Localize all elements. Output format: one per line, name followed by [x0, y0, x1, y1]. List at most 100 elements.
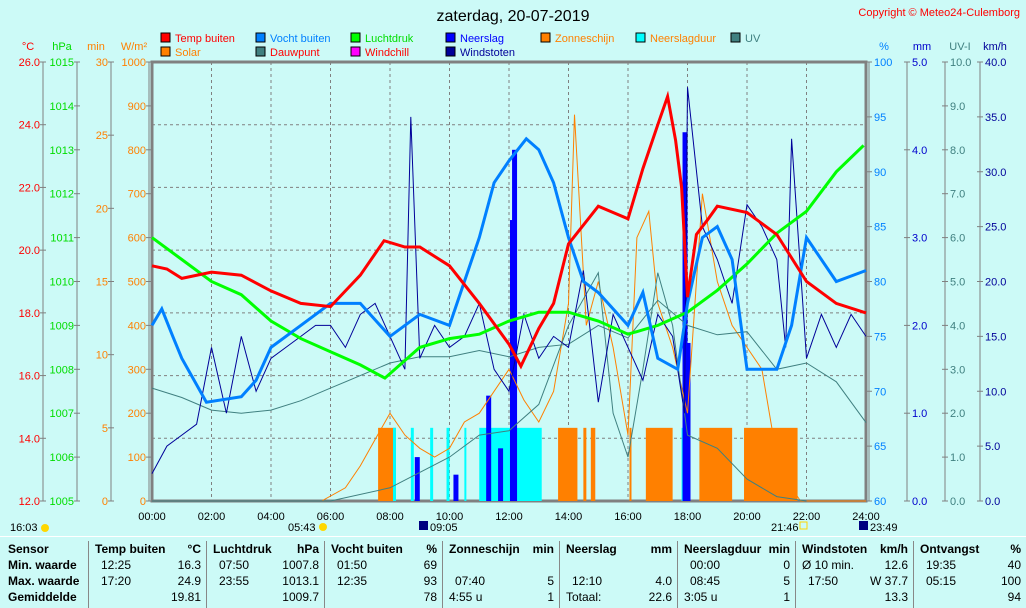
sun-icon [41, 524, 49, 532]
axis-tick-wind: 10.0 [985, 386, 1006, 398]
axis-tick-uv: 10.0 [950, 57, 971, 69]
bar-neerslag [453, 474, 459, 501]
axis-tick-pressure: 1013 [50, 145, 74, 157]
axis-tick-minutes: 25 [96, 130, 108, 142]
axis-tick-wind: 20.0 [985, 277, 1006, 289]
stat-time: 12:35 [337, 574, 368, 588]
legend-label: UV [745, 33, 761, 45]
stats-column: Temp buiten °C 12:25 16.3 17:20 24.9 19.81 [88, 541, 207, 608]
sunset-icon [799, 521, 808, 530]
x-tick-label: 06:00 [317, 511, 345, 523]
stat-value: 1007.8 [282, 558, 319, 572]
axis-tick-uv: 2.0 [950, 408, 965, 420]
column-unit: mm [650, 542, 672, 556]
axis-tick-pressure: 1012 [50, 189, 74, 201]
sunset-time: 21:46 [771, 522, 799, 534]
column-unit: km/h [879, 542, 908, 556]
axis-tick-solar: 300 [128, 364, 146, 376]
column-title: Neerslagduur [684, 542, 762, 556]
row-labels: Sensor Min. waarde Max. waarde Gemiddelde [0, 541, 86, 608]
row-label: Gemiddelde [8, 590, 77, 604]
stat-value: 13.3 [884, 590, 908, 604]
axis-tick-pressure: 1006 [50, 452, 74, 464]
axis-tick-wind: 0.0 [985, 496, 1000, 508]
axis-tick-rain: 3.0 [912, 233, 927, 245]
column-unit: min [532, 542, 554, 556]
bar-zonneschijn [583, 427, 587, 501]
stat-time: 4:55 u [449, 590, 483, 604]
axis-tick-uv: 0.0 [950, 496, 965, 508]
legend-swatch [160, 32, 171, 43]
stat-value: 0 [783, 558, 790, 572]
axis-unit-minutes: min [87, 41, 105, 53]
axis-tick-humidity: 100 [874, 57, 892, 69]
bar-neerslag [512, 149, 518, 502]
stat-value: W 37.7 [869, 574, 908, 588]
stat-value: 69 [423, 558, 437, 572]
stats-column: Windstoten km/h Ø 10 min. 12.6 17:50 W 37.7 13… [795, 541, 914, 608]
axis-tick-rain: 4.0 [912, 145, 927, 157]
legend-swatch [540, 32, 551, 43]
axis-tick-humidity: 65 [874, 441, 886, 453]
axis-tick-minutes: 0 [102, 496, 108, 508]
stat-time: 17:50 [808, 574, 839, 588]
axis-tick-humidity: 75 [874, 331, 886, 343]
axis-tick-humidity: 85 [874, 222, 886, 234]
axis-tick-solar: 600 [128, 233, 146, 245]
axis-tick-minutes: 30 [96, 57, 108, 69]
legend-swatch [255, 32, 266, 43]
moonrise-time: 09:05 [430, 522, 458, 534]
column-title: Windstoten [802, 542, 868, 556]
current-time: 16:03 [10, 522, 38, 534]
stat-value: 1 [547, 590, 554, 604]
line-temp-buiten [151, 90, 867, 370]
bar-zonneschijn [558, 427, 578, 501]
weather-chart: zaterdag, 20-07-2019 Copyright © Meteo24-… [10, 7, 1020, 534]
line-dauwpunt [151, 299, 867, 423]
stat-time: 17:20 [101, 574, 132, 588]
bar-neerslag [486, 395, 492, 501]
axis-tick-uv: 5.0 [950, 277, 965, 289]
axis-tick-pressure: 1005 [50, 496, 74, 508]
bar-zonneschijn [645, 427, 673, 501]
axis-unit-uv: UV-I [949, 41, 970, 53]
legend-swatch [445, 46, 456, 57]
axis-tick-uv: 9.0 [950, 101, 965, 113]
axis-tick-humidity: 80 [874, 277, 886, 289]
x-tick-label: 14:00 [555, 511, 583, 523]
stat-time: 05:15 [926, 574, 957, 588]
x-tick-label: 22:00 [793, 511, 821, 523]
stat-value: 1013.1 [282, 574, 319, 588]
column-title: Neerslag [566, 542, 617, 556]
legend-swatch [635, 32, 646, 43]
bar-neerslagduur [464, 427, 467, 501]
legend-label: Zonneschijn [555, 33, 614, 45]
stat-value: 1009.7 [282, 590, 319, 604]
stat-value: 78 [423, 590, 437, 604]
axis-tick-wind: 35.0 [985, 112, 1006, 124]
bar-neerslag [414, 457, 420, 501]
x-tick-label: 02:00 [198, 511, 226, 523]
axis-tick-humidity: 90 [874, 167, 886, 179]
x-tick-label: 12:00 [495, 511, 523, 523]
legend-swatch [730, 32, 741, 43]
column-title: Temp buiten [95, 542, 166, 556]
chart-title: zaterdag, 20-07-2019 [437, 8, 590, 25]
axis-tick-temp: 12.0 [19, 496, 40, 508]
axis-tick-temp: 20.0 [19, 245, 40, 257]
stat-time: 07:50 [219, 558, 250, 572]
axis-tick-solar: 700 [128, 189, 146, 201]
stat-time: 19:35 [926, 558, 957, 572]
stats-column: Neerslag mm 12:10 4.0 Totaal: 22.6 [559, 541, 678, 608]
axis-tick-pressure: 1014 [50, 101, 74, 113]
stat-time: Totaal: [566, 590, 602, 604]
copyright: Copyright © Meteo24-Culemborg [858, 7, 1020, 19]
axis-tick-rain: 5.0 [912, 57, 927, 69]
bar-neerslagduur [446, 427, 450, 501]
stat-time: 00:00 [690, 558, 721, 572]
axis-tick-solar: 900 [128, 101, 146, 113]
axis-tick-uv: 8.0 [950, 145, 965, 157]
stats-column: Neerslagduur min 00:00 0 08:45 5 3:05 u 1 [677, 541, 796, 608]
axis-tick-temp: 26.0 [19, 57, 40, 69]
column-title: Zonneschijn [449, 542, 520, 556]
